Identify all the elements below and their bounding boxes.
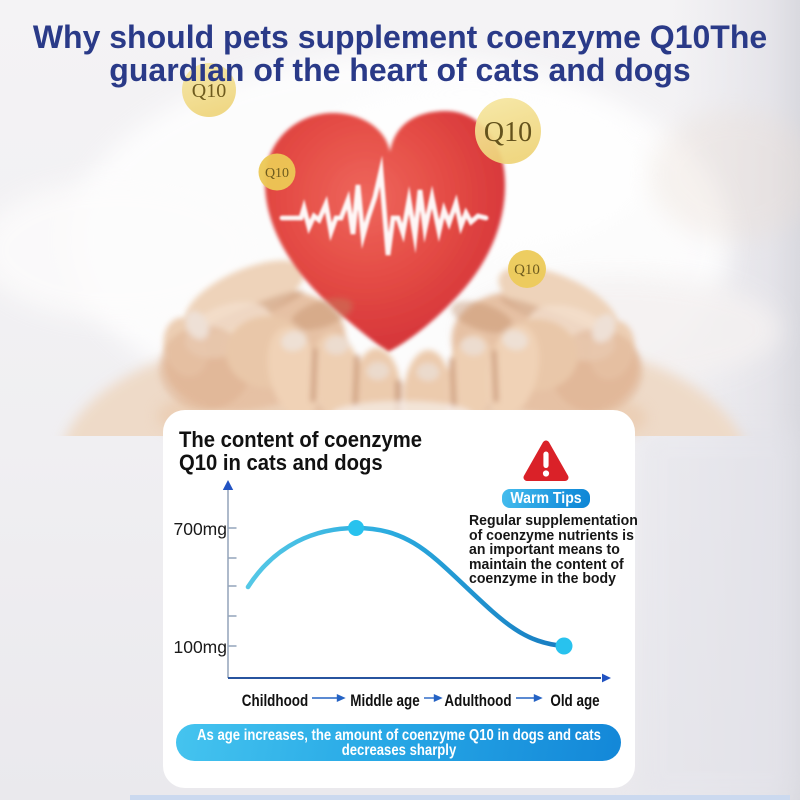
svg-text:Q10: Q10 xyxy=(514,262,540,278)
svg-text:Q10: Q10 xyxy=(265,166,289,181)
svg-text:Q10: Q10 xyxy=(192,80,226,102)
svg-text:Q10: Q10 xyxy=(484,117,532,148)
